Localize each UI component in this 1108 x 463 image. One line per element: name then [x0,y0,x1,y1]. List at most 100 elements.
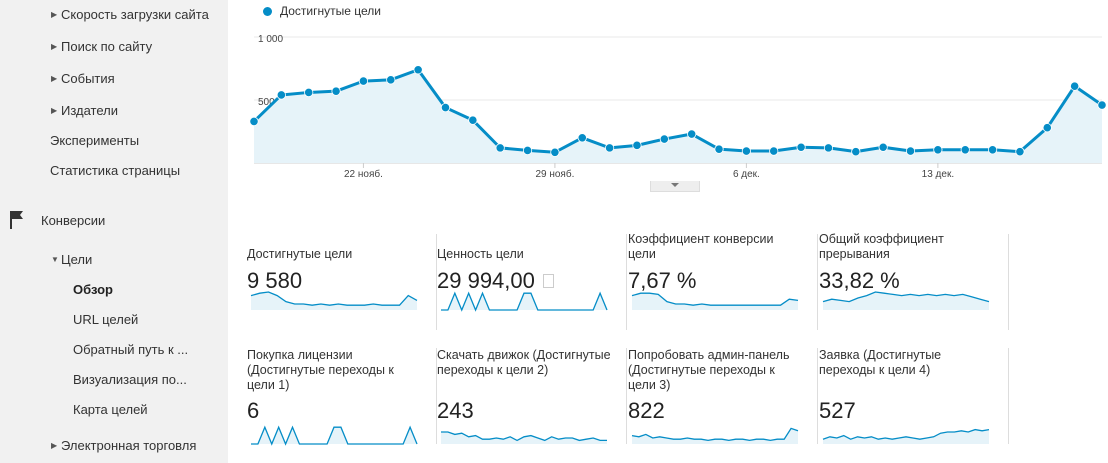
metric-tile-goal-value[interactable]: Ценность цели 29 994,00 [437,234,627,330]
data-point [823,143,834,153]
metric-tile-goal-4[interactable]: Заявка (Достигнутые переходы к цели 4) 5… [819,348,1009,444]
goals-line-chart[interactable]: 1 000 500 22 нояб. 29 нояб. 6 дек. 13 дек. [245,0,1108,200]
collapse-arrow-icon: ▼ [51,255,59,264]
sidebar-item-label: Поиск по сайту [61,39,153,54]
sidebar-item-conversions[interactable]: Конверсии [0,209,228,233]
metric-tile-goal-3[interactable]: Попробовать админ-панель (Достигнутые пе… [628,348,818,444]
data-point [440,102,451,113]
sparkline [822,291,990,310]
sidebar-item-page-analytics[interactable]: Статистика страницы [0,159,228,183]
x-tick-label: 29 нояб. [535,168,574,180]
data-point [769,146,779,156]
data-point [276,90,286,100]
metric-label: Скачать движок (Достигнутые переходы к ц… [437,348,611,377]
sidebar: ▶ Скорость загрузки сайта ▶ Поиск по сай… [0,0,228,463]
metric-value: 6 [247,398,260,423]
sidebar-item-label: Карта целей [73,402,148,417]
sidebar-item-label: Статистика страницы [50,163,181,178]
metric-tile-goal-2[interactable]: Скачать движок (Достигнутые переходы к ц… [437,348,627,444]
sidebar-item-label: Издатели [61,103,119,118]
x-tick-label: 6 дек. [733,169,760,180]
data-point [741,146,751,156]
metric-label: Ценность цели [437,247,524,261]
sparkline-line [250,291,418,306]
sidebar-item-goal-flow[interactable]: Карта целей [0,398,228,422]
sparkline-area [441,293,607,310]
metric-value: 243 [437,398,474,423]
expand-arrow-icon: ▶ [51,10,58,19]
metric-tile-goal-1[interactable]: Покупка лицензии (Достигнутые переходы к… [247,348,437,446]
x-tick-label: 22 нояб. [344,168,383,180]
data-point [468,115,478,125]
data-point [960,145,970,155]
sidebar-item-events[interactable]: ▶ События [0,67,228,91]
flag-icon [10,211,23,229]
metric-value: 29 994,00 [437,268,554,294]
sparkline-area [632,428,798,444]
sparkline-line [631,427,799,442]
metric-value: 527 [819,398,856,423]
sidebar-item-goals[interactable]: ▼ Цели [0,248,228,272]
metric-label: Покупка лицензии (Достигнутые переходы к… [247,348,394,392]
sidebar-item-label: Обзор [73,282,113,297]
series-area [254,69,1102,163]
sparkline-area [441,432,607,444]
sidebar-item-label: Эксперименты [50,133,140,148]
sparkline-line [631,292,799,306]
sparkline [250,291,418,310]
sidebar-item-reverse-goal-path[interactable]: Обратный путь к ... [0,338,228,362]
chevron-down-icon [671,183,679,187]
metric-value-text: 29 994,00 [437,268,535,293]
data-point [605,143,615,153]
metric-label: Заявка (Достигнутые переходы к цели 4) [819,348,942,377]
sidebar-item-label: Цели [61,252,93,267]
data-point [714,144,724,154]
legend-label[interactable]: Достигнутые цели [280,4,381,18]
sidebar-item-site-speed[interactable]: ▶ Скорость загрузки сайта [0,3,228,27]
data-point [659,134,669,144]
data-point [304,87,314,98]
sparkline [822,428,990,444]
sidebar-item-label: Визуализация по... [73,372,187,387]
sidebar-item-funnel-visualization[interactable]: Визуализация по... [0,368,228,392]
chart-collapse-handle[interactable] [650,181,700,192]
data-point [249,116,259,127]
sparkline [631,292,799,310]
sparkline-area [632,293,798,310]
placeholder-box [542,274,554,288]
data-point [632,140,642,150]
sidebar-item-site-search[interactable]: ▶ Поиск по сайту [0,35,228,59]
sidebar-item-goal-urls[interactable]: URL целей [0,308,228,332]
sidebar-item-label: Обратный путь к ... [73,342,189,357]
y-tick-label: 1 000 [258,34,283,45]
sidebar-item-publishers[interactable]: ▶ Издатели [0,99,228,123]
data-point [796,142,806,152]
sparkline-area [251,427,417,444]
sidebar-item-experiments[interactable]: Эксперименты [0,129,228,153]
sidebar-item-label: Электронная торговля [61,438,197,453]
sparkline [441,291,608,312]
data-point [851,147,861,157]
data-point [933,145,943,155]
data-point [577,133,587,143]
expand-arrow-icon: ▶ [51,74,58,83]
data-point [550,147,560,157]
metric-label: Достигнутые цели [247,247,353,261]
metric-label: Коэффициент конверсии цели [628,232,774,261]
data-point [987,145,998,155]
sparkline-area [251,292,417,310]
data-point [331,86,341,96]
sidebar-item-label: Скорость загрузки сайта [61,7,209,22]
sidebar-item-ecommerce[interactable]: ▶ Электронная торговля [0,434,228,458]
metric-tile-conversion-rate[interactable]: Коэффициент конверсии цели 7,67 % [628,232,818,330]
metric-tile-abandonment-rate[interactable]: Общий коэффициент прерывания 33,82 % [819,232,1009,330]
sidebar-item-label: Конверсии [41,213,106,228]
metric-tile-goal-completions[interactable]: Достигнутые цели 9 580 [247,234,437,330]
sparkline [251,425,418,446]
sparkline [441,431,607,444]
data-point [1070,81,1080,91]
metric-label: Общий коэффициент прерывания [819,232,944,261]
expand-arrow-icon: ▶ [51,42,58,51]
sidebar-item-overview[interactable]: Обзор [0,278,228,302]
x-tick-label: 13 дек. [922,169,954,180]
